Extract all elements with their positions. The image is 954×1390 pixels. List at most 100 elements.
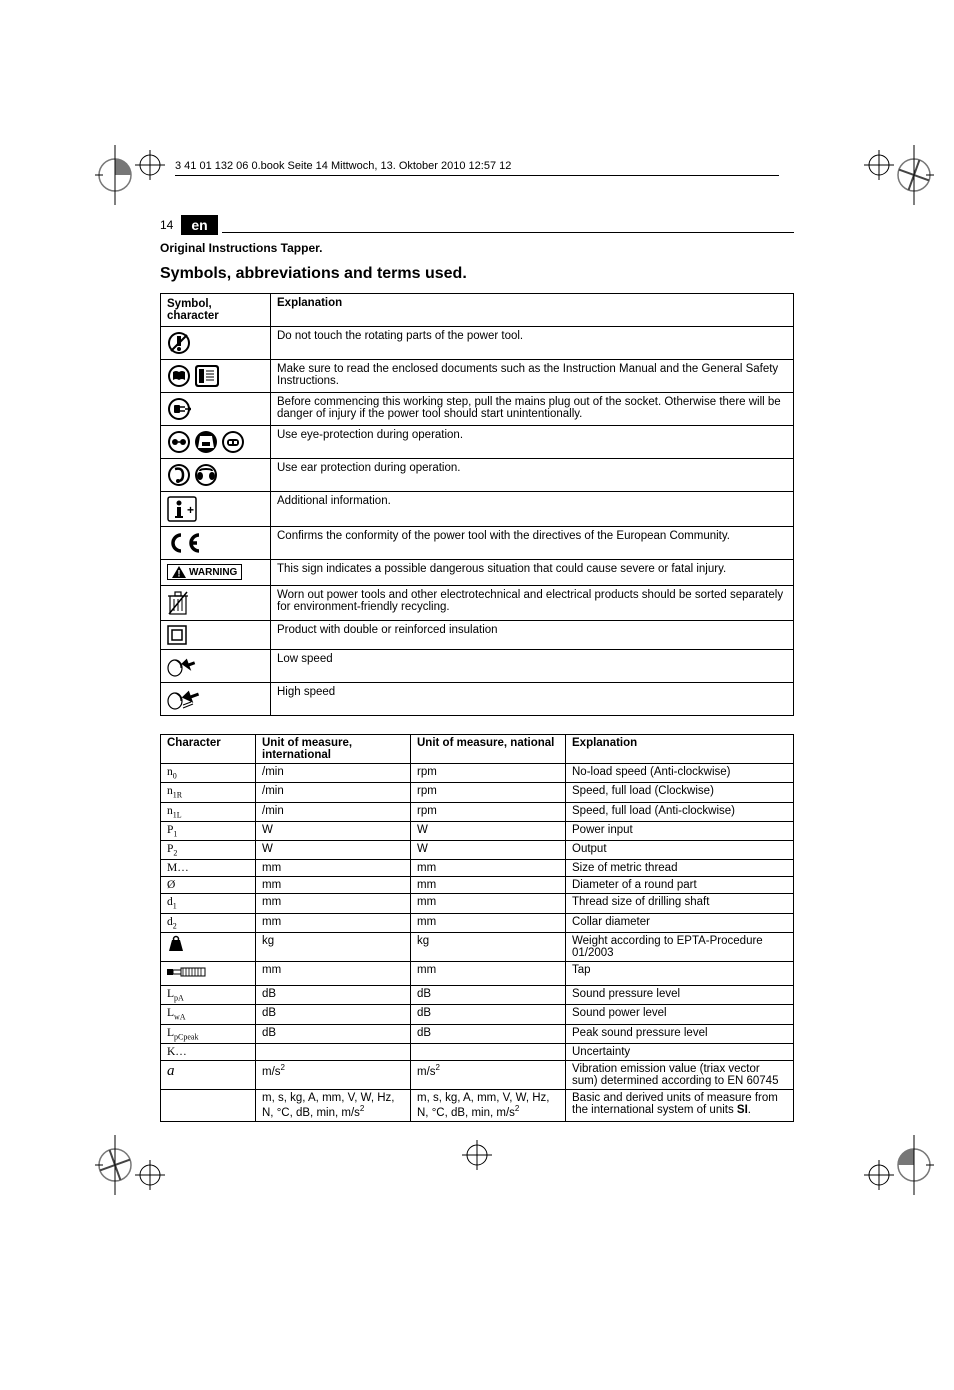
- unit-intl-cell: W: [256, 821, 411, 840]
- table-row: LwAdBdBSound power level: [161, 1005, 794, 1024]
- th-explanation: Explanation: [566, 735, 794, 764]
- character-cell: P2: [161, 841, 256, 860]
- table-row: m, s, kg, A, mm, V, W, Hz, N, °C, dB, mi…: [161, 1089, 794, 1121]
- character-cell: d2: [161, 913, 256, 932]
- info-icon: +: [161, 492, 271, 527]
- explanation-cell: Confirms the conformity of the power too…: [271, 527, 794, 560]
- explanation-cell: No-load speed (Anti-clockwise): [566, 764, 794, 783]
- table-row: Use ear protection during operation.: [161, 459, 794, 492]
- table-row: d1mmmmThread size of drilling shaft: [161, 894, 794, 913]
- table-row: n0/minrpmNo-load speed (Anti-clockwise): [161, 764, 794, 783]
- table-row: Use eye-protection during operation.: [161, 426, 794, 459]
- header-line: [222, 232, 794, 233]
- table-row: n1R/minrpmSpeed, full load (Clockwise): [161, 783, 794, 802]
- unit-nat-cell: mm: [411, 894, 566, 913]
- symbols-table: Symbol, character Explanation Do not tou…: [160, 293, 794, 716]
- section-title: Symbols, abbreviations and terms used.: [160, 265, 794, 283]
- unit-nat-cell: rpm: [411, 802, 566, 821]
- doc-subtitle: Original Instructions Tapper.: [160, 241, 794, 255]
- unit-intl-cell: m, s, kg, A, mm, V, W, Hz, N, °C, dB, mi…: [256, 1089, 411, 1121]
- table-row: P2WWOutput: [161, 841, 794, 860]
- unit-intl-cell: dB: [256, 1005, 411, 1024]
- unit-intl-cell: /min: [256, 802, 411, 821]
- character-cell: [161, 933, 256, 962]
- th-unit-intl: Unit of measure, international: [256, 735, 411, 764]
- table-row: am/s2m/s2Vibration emission value (triax…: [161, 1060, 794, 1089]
- unit-intl-cell: /min: [256, 764, 411, 783]
- characters-table: Character Unit of measure, international…: [160, 734, 794, 1122]
- unit-intl-cell: mm: [256, 913, 411, 932]
- character-cell: n1R: [161, 783, 256, 802]
- high-speed-icon: [161, 683, 271, 716]
- unit-intl-cell: mm: [256, 962, 411, 986]
- unit-nat-cell: mm: [411, 860, 566, 877]
- unit-nat-cell: dB: [411, 1005, 566, 1024]
- explanation-cell: Tap: [566, 962, 794, 986]
- table-row: Do not touch the rotating parts of the p…: [161, 327, 794, 360]
- explanation-cell: Make sure to read the enclosed documents…: [271, 360, 794, 393]
- explanation-cell: Use ear protection during operation.: [271, 459, 794, 492]
- unit-nat-cell: rpm: [411, 764, 566, 783]
- unit-nat-cell: rpm: [411, 783, 566, 802]
- unit-intl-cell: /min: [256, 783, 411, 802]
- table-row: P1WWPower input: [161, 821, 794, 840]
- character-cell: LwA: [161, 1005, 256, 1024]
- explanation-cell: Weight according to EPTA-Procedure 01/20…: [566, 933, 794, 962]
- th-symbol: Symbol, character: [161, 294, 271, 327]
- table-row: mmmmTap: [161, 962, 794, 986]
- table-row: Product with double or reinforced insula…: [161, 621, 794, 650]
- unit-nat-cell: W: [411, 841, 566, 860]
- table-row: K…Uncertainty: [161, 1043, 794, 1060]
- explanation-cell: Low speed: [271, 650, 794, 683]
- unit-intl-cell: dB: [256, 1024, 411, 1043]
- double-insul-icon: [161, 621, 271, 650]
- character-cell: [161, 1089, 256, 1121]
- unit-nat-cell: dB: [411, 1024, 566, 1043]
- explanation-cell: Product with double or reinforced insula…: [271, 621, 794, 650]
- explanation-cell: Use eye-protection during operation.: [271, 426, 794, 459]
- page-header: 14 en: [160, 215, 794, 235]
- table-row: d2mmmmCollar diameter: [161, 913, 794, 932]
- lang-badge: en: [181, 215, 217, 235]
- explanation-cell: Speed, full load (Anti-clockwise): [566, 802, 794, 821]
- explanation-cell: Power input: [566, 821, 794, 840]
- explanation-cell: This sign indicates a possible dangerous…: [271, 560, 794, 586]
- character-cell: M…: [161, 860, 256, 877]
- explanation-cell: Sound power level: [566, 1005, 794, 1024]
- unit-intl-cell: m/s2: [256, 1060, 411, 1089]
- character-cell: n0: [161, 764, 256, 783]
- character-cell: n1L: [161, 802, 256, 821]
- svg-text:!: !: [178, 569, 181, 579]
- explanation-cell: Worn out power tools and other electrote…: [271, 586, 794, 621]
- read-docs-icon: [161, 360, 271, 393]
- unit-intl-cell: mm: [256, 860, 411, 877]
- unit-nat-cell: m/s2: [411, 1060, 566, 1089]
- page-content: 14 en Original Instructions Tapper. Symb…: [0, 0, 954, 1390]
- table-row: Before commencing this working step, pul…: [161, 393, 794, 426]
- explanation-cell: Additional information.: [271, 492, 794, 527]
- unit-nat-cell: mm: [411, 962, 566, 986]
- table-row: Low speed: [161, 650, 794, 683]
- table-row: LpAdBdBSound pressure level: [161, 986, 794, 1005]
- explanation-cell: High speed: [271, 683, 794, 716]
- unit-nat-cell: [411, 1043, 566, 1060]
- table-row: Make sure to read the enclosed documents…: [161, 360, 794, 393]
- th-explanation: Explanation: [271, 294, 794, 327]
- unplug-icon: [161, 393, 271, 426]
- table-row: M…mmmmSize of metric thread: [161, 860, 794, 877]
- low-speed-icon: [161, 650, 271, 683]
- table-row: Worn out power tools and other electrote…: [161, 586, 794, 621]
- explanation-cell: Basic and derived units of measure from …: [566, 1089, 794, 1121]
- recycle-bin-icon: [161, 586, 271, 621]
- character-cell: d1: [161, 894, 256, 913]
- explanation-cell: Size of metric thread: [566, 860, 794, 877]
- no-touch-icon: [161, 327, 271, 360]
- explanation-cell: Output: [566, 841, 794, 860]
- explanation-cell: Thread size of drilling shaft: [566, 894, 794, 913]
- character-cell: a: [161, 1060, 256, 1089]
- table-row: LpCpeakdBdBPeak sound pressure level: [161, 1024, 794, 1043]
- unit-intl-cell: kg: [256, 933, 411, 962]
- table-row: High speed: [161, 683, 794, 716]
- table-row: kgkgWeight according to EPTA-Procedure 0…: [161, 933, 794, 962]
- explanation-cell: Before commencing this working step, pul…: [271, 393, 794, 426]
